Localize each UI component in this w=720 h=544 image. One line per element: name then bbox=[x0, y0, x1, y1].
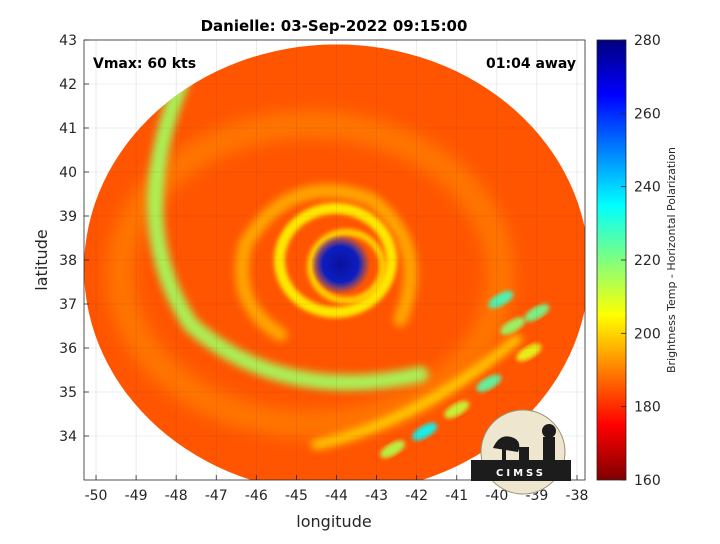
outer-band bbox=[106, 110, 515, 439]
vmax-annotation: Vmax: 60 kts bbox=[93, 56, 196, 72]
logo-text: CIMSS bbox=[496, 468, 546, 479]
x-tick-label: -43 bbox=[365, 488, 388, 504]
y-tick-label: 43 bbox=[59, 33, 77, 49]
y-tick-label: 34 bbox=[59, 429, 77, 445]
y-tick-label: 39 bbox=[59, 209, 77, 225]
y-tick-label: 42 bbox=[59, 77, 77, 93]
y-tick-label: 41 bbox=[59, 121, 77, 137]
y-tick-label: 40 bbox=[59, 165, 77, 181]
chart-title: Danielle: 03-Sep-2022 09:15:00 bbox=[201, 17, 468, 35]
rainband-cell bbox=[380, 440, 406, 458]
colorbar-tick-label: 260 bbox=[634, 106, 661, 122]
rainband-cell bbox=[444, 400, 470, 419]
x-tick-label: -42 bbox=[405, 488, 428, 504]
x-tick-label: -45 bbox=[285, 488, 308, 504]
colorbar-tick-label: 240 bbox=[634, 180, 661, 196]
x-tick-label: -44 bbox=[325, 488, 348, 504]
colorbar-tick-label: 200 bbox=[634, 326, 661, 342]
time-offset-annotation: 01:04 away bbox=[486, 56, 576, 72]
cimss-logo: CIMSS bbox=[471, 409, 571, 495]
rainband-cell bbox=[516, 343, 542, 362]
brightness-temp-swath bbox=[84, 44, 585, 480]
inner-ring bbox=[274, 202, 398, 318]
storm-eye bbox=[310, 234, 371, 295]
colorbar-label: Brightness Temp - Horizontal Polarizatio… bbox=[665, 147, 678, 373]
x-tick-label: -48 bbox=[165, 488, 188, 504]
rainband-cell bbox=[524, 304, 550, 322]
x-tick-label: -38 bbox=[566, 488, 589, 504]
y-tick-label: 37 bbox=[59, 297, 77, 313]
x-tick-label: -47 bbox=[205, 488, 228, 504]
colorbar-tick-label: 280 bbox=[634, 33, 661, 49]
y-axis: 34 35 36 37 38 39 40 41 42 43 bbox=[59, 33, 89, 445]
y-tick-label: 38 bbox=[59, 253, 77, 269]
x-tick-label: -50 bbox=[85, 488, 108, 504]
rainband-cell bbox=[488, 290, 514, 309]
rainband-cell bbox=[476, 374, 502, 392]
colorbar-tick-label: 180 bbox=[634, 400, 661, 416]
eyewall-inner bbox=[307, 228, 387, 304]
colorbar-ticks: 160 180 200 220 240 260 280 bbox=[621, 33, 661, 489]
western-arc-band bbox=[147, 76, 429, 391]
x-tick-label: -46 bbox=[245, 488, 268, 504]
x-axis-label: longitude bbox=[296, 512, 371, 531]
southeast-band bbox=[311, 334, 522, 450]
x-tick-label: -40 bbox=[485, 488, 508, 504]
rainband-cell bbox=[500, 317, 526, 335]
y-axis-label: latitude bbox=[32, 229, 51, 290]
x-tick-label: -41 bbox=[445, 488, 468, 504]
y-tick-label: 35 bbox=[59, 385, 77, 401]
colorbar-tick-label: 220 bbox=[634, 253, 661, 269]
colorbar-tick-label: 160 bbox=[634, 473, 661, 489]
x-axis: -50 -49 -48 -47 -46 -45 -44 -43 -42 -41 -40 -39 -38 bbox=[85, 475, 589, 504]
swath-content bbox=[84, 44, 585, 480]
y-tick-label: 36 bbox=[59, 341, 77, 357]
x-tick-label: -49 bbox=[125, 488, 148, 504]
rainband-cell bbox=[412, 422, 438, 441]
spiral-band bbox=[235, 183, 418, 342]
